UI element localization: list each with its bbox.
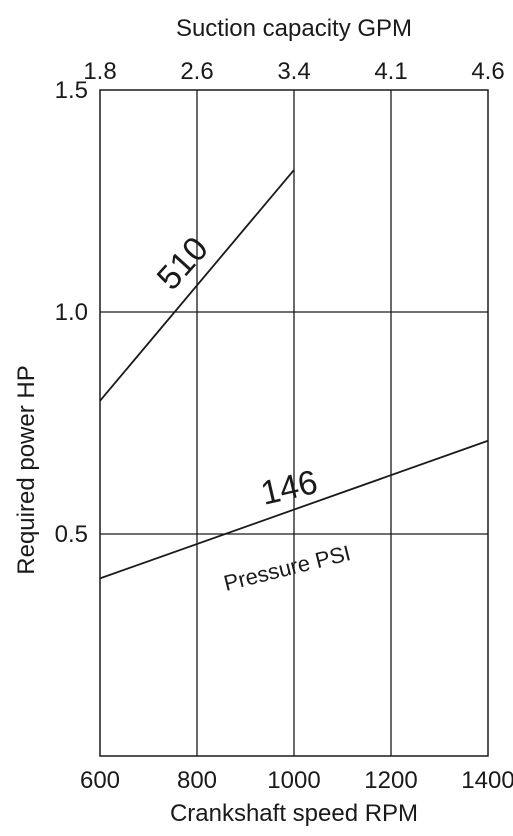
x-tick-label: 600	[80, 767, 120, 794]
series-line-146	[99, 439, 489, 580]
series-lines	[99, 169, 489, 580]
x-tick-labels: 600 800 1000 1200 1400	[80, 767, 513, 794]
x-tick-label: 1400	[461, 767, 513, 794]
series-line-510	[99, 169, 295, 402]
x2-tick-labels: 1.8 2.6 3.4 4.1 4.6	[83, 58, 504, 85]
x2-tick-label: 4.1	[374, 58, 407, 85]
y-tick-labels: 0.5 1.0 1.5	[55, 77, 88, 548]
x-axis-title: Crankshaft speed RPM	[170, 800, 418, 827]
x-tick-label: 1200	[364, 767, 417, 794]
y-tick-label: 0.5	[55, 521, 88, 548]
y-axis-title: Required power HP	[13, 365, 40, 574]
x2-tick-label: 3.4	[277, 58, 310, 85]
plot-frame	[99, 89, 489, 757]
pressure-psi-annotation: Pressure PSI	[221, 540, 353, 596]
x2-tick-label: 2.6	[180, 58, 213, 85]
x-tick-label: 800	[177, 767, 217, 794]
x-tick-label: 1000	[267, 767, 320, 794]
series-label-146: 146	[257, 463, 321, 513]
x2-tick-label: 4.6	[471, 58, 504, 85]
y-tick-label: 1.5	[55, 77, 88, 104]
y-tick-label: 1.0	[55, 299, 88, 326]
x2-tick-label: 1.8	[83, 58, 116, 85]
grid-lines	[100, 90, 488, 756]
x2-axis-title: Suction capacity GPM	[176, 15, 412, 42]
series-label-510: 510	[150, 230, 216, 298]
